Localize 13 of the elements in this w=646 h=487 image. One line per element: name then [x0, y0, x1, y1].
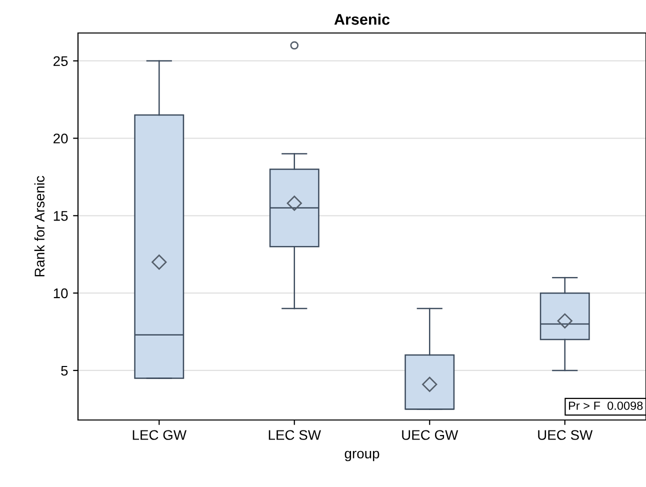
y-tick-label: 15 — [54, 211, 68, 221]
annotation: Pr > F 0.0098 — [568, 402, 643, 410]
chart-title: Arsenic — [334, 14, 390, 25]
x-axis-title: group — [344, 450, 380, 462]
y-axis-title: Rank for Arsenic — [34, 176, 45, 276]
y-tick-label: 25 — [54, 56, 68, 66]
x-tick-label: LEC SW — [268, 430, 321, 440]
x-tick-label: UEC GW — [402, 430, 458, 440]
x-tick-label: UEC SW — [538, 430, 593, 440]
x-tick-label: LEC GW — [132, 430, 186, 440]
y-tick-label: 20 — [54, 134, 68, 144]
y-tick-label: 10 — [54, 288, 68, 298]
y-tick-label: 5 — [61, 366, 68, 376]
